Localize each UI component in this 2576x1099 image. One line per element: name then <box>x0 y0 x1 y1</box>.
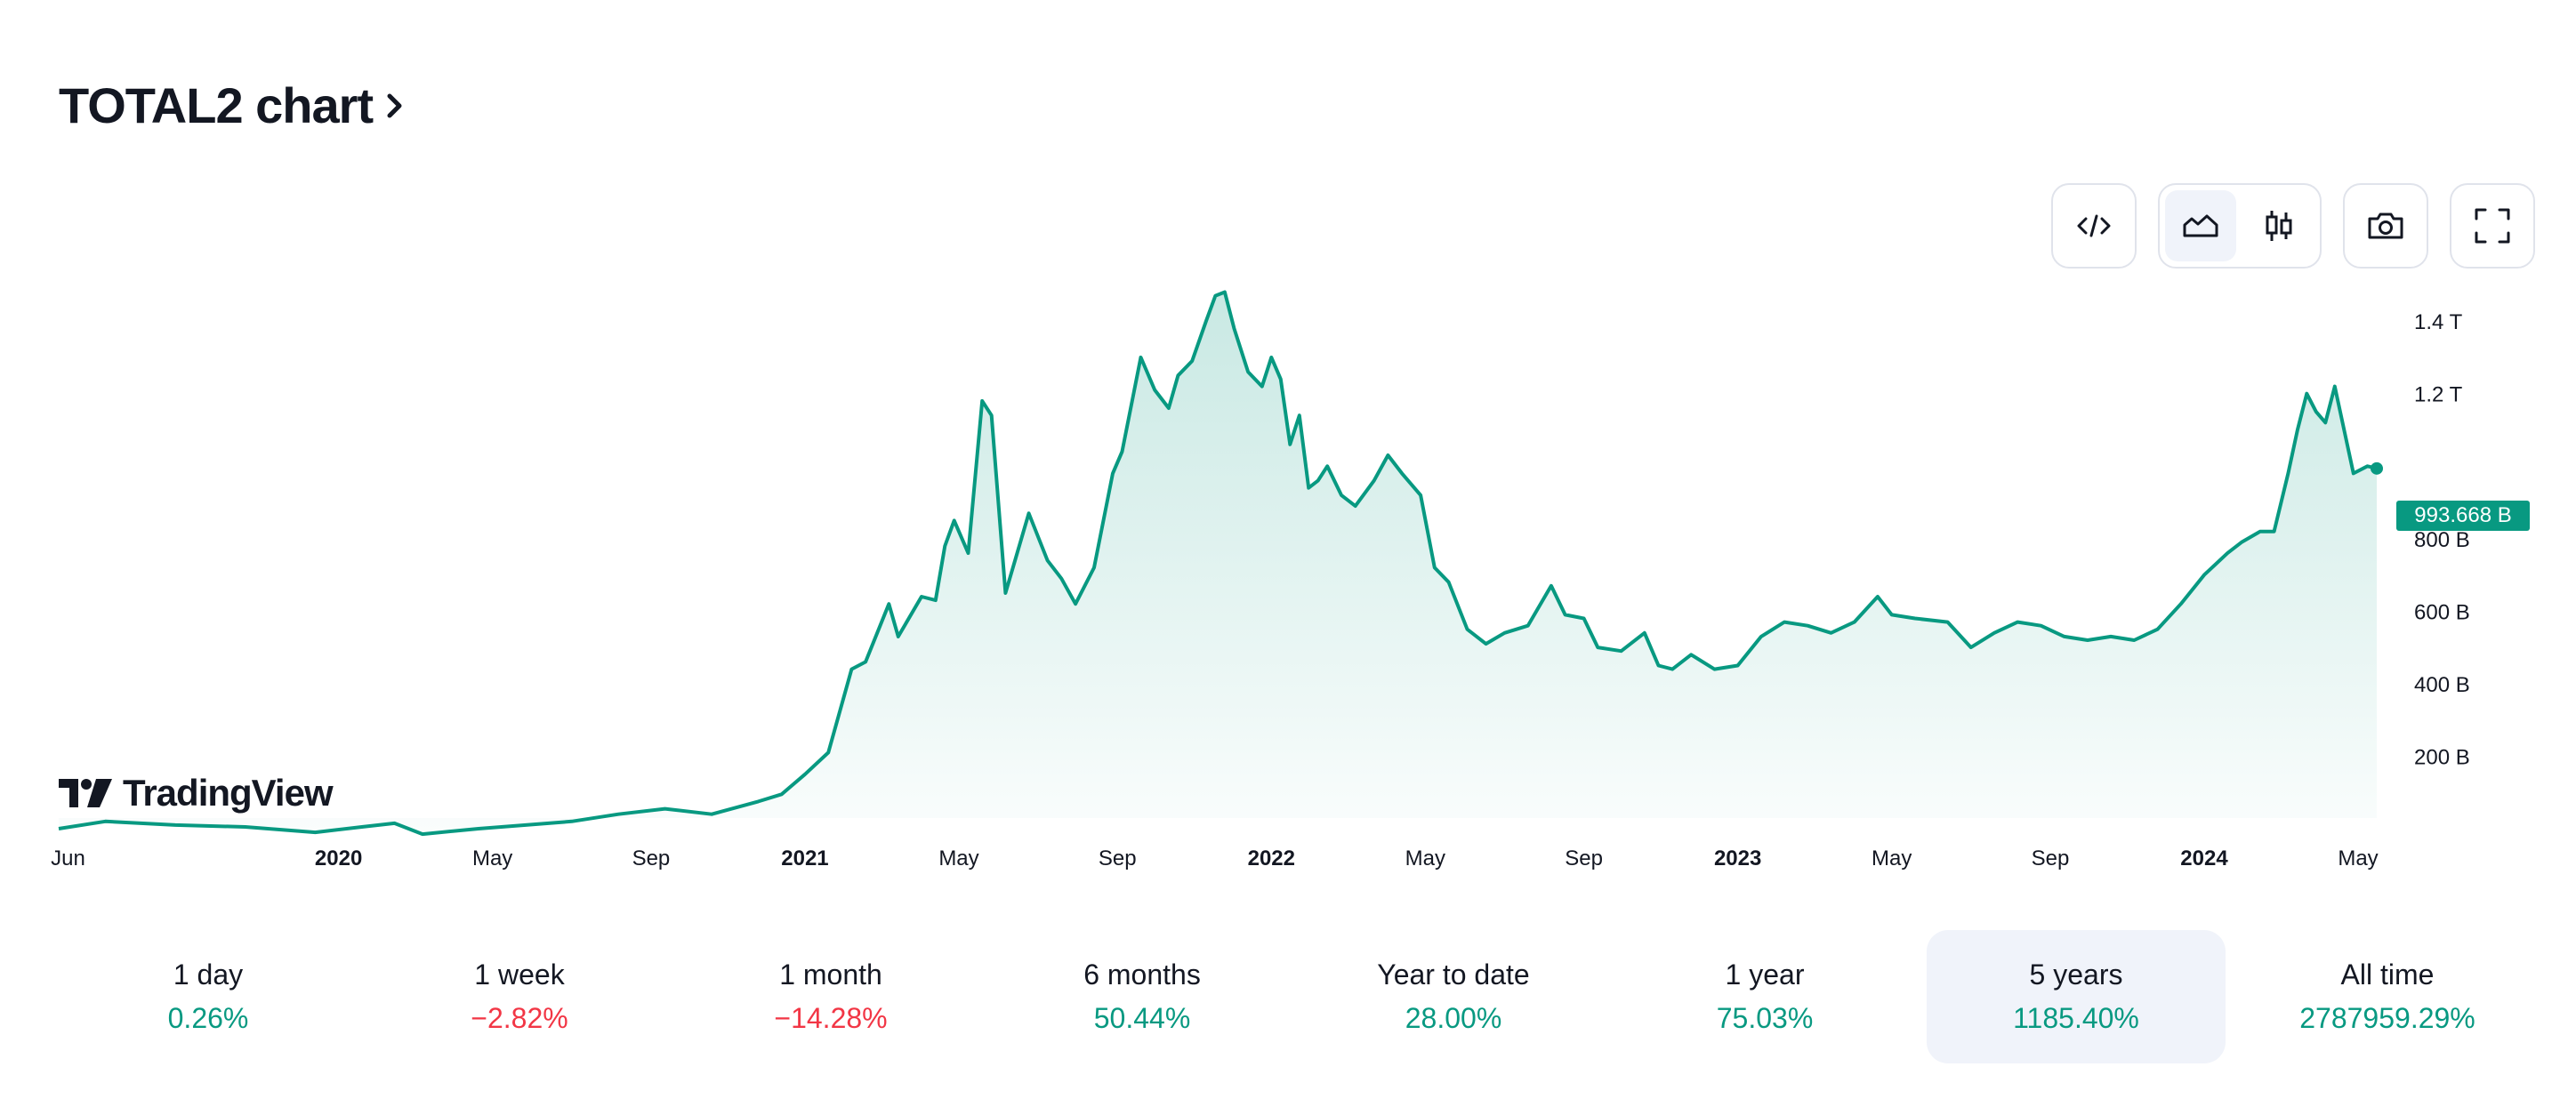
last-price-dot <box>2371 461 2383 475</box>
perf-5-years[interactable]: 5 years 1185.40% <box>1927 930 2226 1063</box>
x-tick-label: May <box>1405 846 1445 870</box>
perf-1-day[interactable]: 1 day 0.26% <box>59 930 358 1063</box>
chart-style-group <box>2158 183 2322 269</box>
snapshot-button[interactable] <box>2350 190 2421 261</box>
perf-value: 1185.40% <box>2013 1002 2139 1034</box>
x-tick-label: May <box>1872 846 1912 870</box>
price-chart[interactable]: 200 B 400 B 600 B 800 B 1.2 T 1.4 T Jun 2020 Ma… <box>0 267 2576 889</box>
y-tick-label: 600 B <box>2414 600 2470 624</box>
last-price-label: 993.668 B <box>2396 501 2530 531</box>
perf-label: All time <box>2340 959 2435 991</box>
tradingview-logo[interactable]: TradingView <box>59 772 334 814</box>
tradingview-logo-icon <box>59 779 112 807</box>
y-tick-label: 800 B <box>2414 528 2470 552</box>
logo-text: TradingView <box>123 772 334 814</box>
perf-value: 2787959.29% <box>2299 1002 2475 1034</box>
perf-label: 1 year <box>1725 959 1805 991</box>
y-tick-label: 200 B <box>2414 745 2470 769</box>
perf-all-time[interactable]: All time 2787959.29% <box>2238 930 2537 1063</box>
price-line <box>58 290 2378 837</box>
x-tick-label: 2020 <box>315 846 362 870</box>
page-title[interactable]: TOTAL2 chart <box>59 76 408 134</box>
x-tick-label: 2023 <box>1714 846 1761 870</box>
fullscreen-button[interactable] <box>2457 190 2528 261</box>
area-chart-icon <box>2183 214 2218 237</box>
perf-label: 1 week <box>474 959 565 991</box>
area-chart-button[interactable] <box>2165 190 2236 261</box>
perf-value: 0.26% <box>167 1002 249 1034</box>
perf-label: 1 day <box>173 959 244 991</box>
x-tick-label: May <box>472 846 512 870</box>
embed-group <box>2051 183 2137 269</box>
area-fill <box>59 292 2377 835</box>
perf-1-year[interactable]: 1 year 75.03% <box>1615 930 1914 1063</box>
perf-1-week[interactable]: 1 week −2.82% <box>370 930 669 1063</box>
x-tick-label: May <box>938 846 978 870</box>
perf-1-month[interactable]: 1 month −14.28% <box>681 930 980 1063</box>
perf-year-to-date[interactable]: Year to date 28.00% <box>1304 930 1603 1063</box>
perf-6-months[interactable]: 6 months 50.44% <box>993 930 1292 1063</box>
candlestick-chart-button[interactable] <box>2243 190 2314 261</box>
perf-label: Year to date <box>1377 959 1530 991</box>
perf-label: 1 month <box>779 959 882 991</box>
candlestick-chart-icon <box>2266 211 2292 241</box>
x-tick-label: 2024 <box>2180 846 2228 870</box>
performance-bar: 1 day 0.26% 1 week −2.82% 1 month −14.28… <box>59 930 2549 1063</box>
x-tick-label: 2021 <box>781 846 828 870</box>
x-tick-label: Sep <box>2032 846 2070 870</box>
fullscreen-icon <box>2475 208 2510 244</box>
x-tick-label: May <box>2338 846 2378 870</box>
chart-title: TOTAL2 chart <box>59 77 374 133</box>
perf-label: 5 years <box>2029 959 2123 991</box>
camera-icon <box>2368 213 2403 239</box>
fullscreen-group <box>2450 183 2535 269</box>
x-axis: Jun 2020 May Sep 2021 May Sep 2022 May Sep 2023 May… <box>51 846 2379 870</box>
x-tick-label: Sep <box>1565 846 1603 870</box>
y-axis: 200 B 400 B 600 B 800 B 1.2 T 1.4 T <box>2414 310 2470 769</box>
perf-value: 28.00% <box>1405 1002 1502 1034</box>
y-tick-label: 1.2 T <box>2414 383 2463 407</box>
perf-value: −14.28% <box>774 1002 888 1034</box>
embed-code-icon <box>2077 214 2111 237</box>
x-tick-label: Sep <box>1099 846 1137 870</box>
perf-value: 50.44% <box>1093 1002 1191 1034</box>
chevron-right-icon <box>387 93 402 117</box>
x-tick-label: Sep <box>632 846 671 870</box>
snapshot-group <box>2343 183 2428 269</box>
x-tick-label: 2022 <box>1248 846 1295 870</box>
y-tick-label: 400 B <box>2414 673 2470 697</box>
x-tick-label: Jun <box>51 846 85 870</box>
perf-label: 6 months <box>1083 959 1201 991</box>
perf-value: −2.82% <box>471 1002 568 1034</box>
y-tick-label: 1.4 T <box>2414 310 2463 334</box>
chart-toolbar <box>2051 183 2535 269</box>
perf-value: 75.03% <box>1716 1002 1814 1034</box>
embed-button[interactable] <box>2058 190 2129 261</box>
